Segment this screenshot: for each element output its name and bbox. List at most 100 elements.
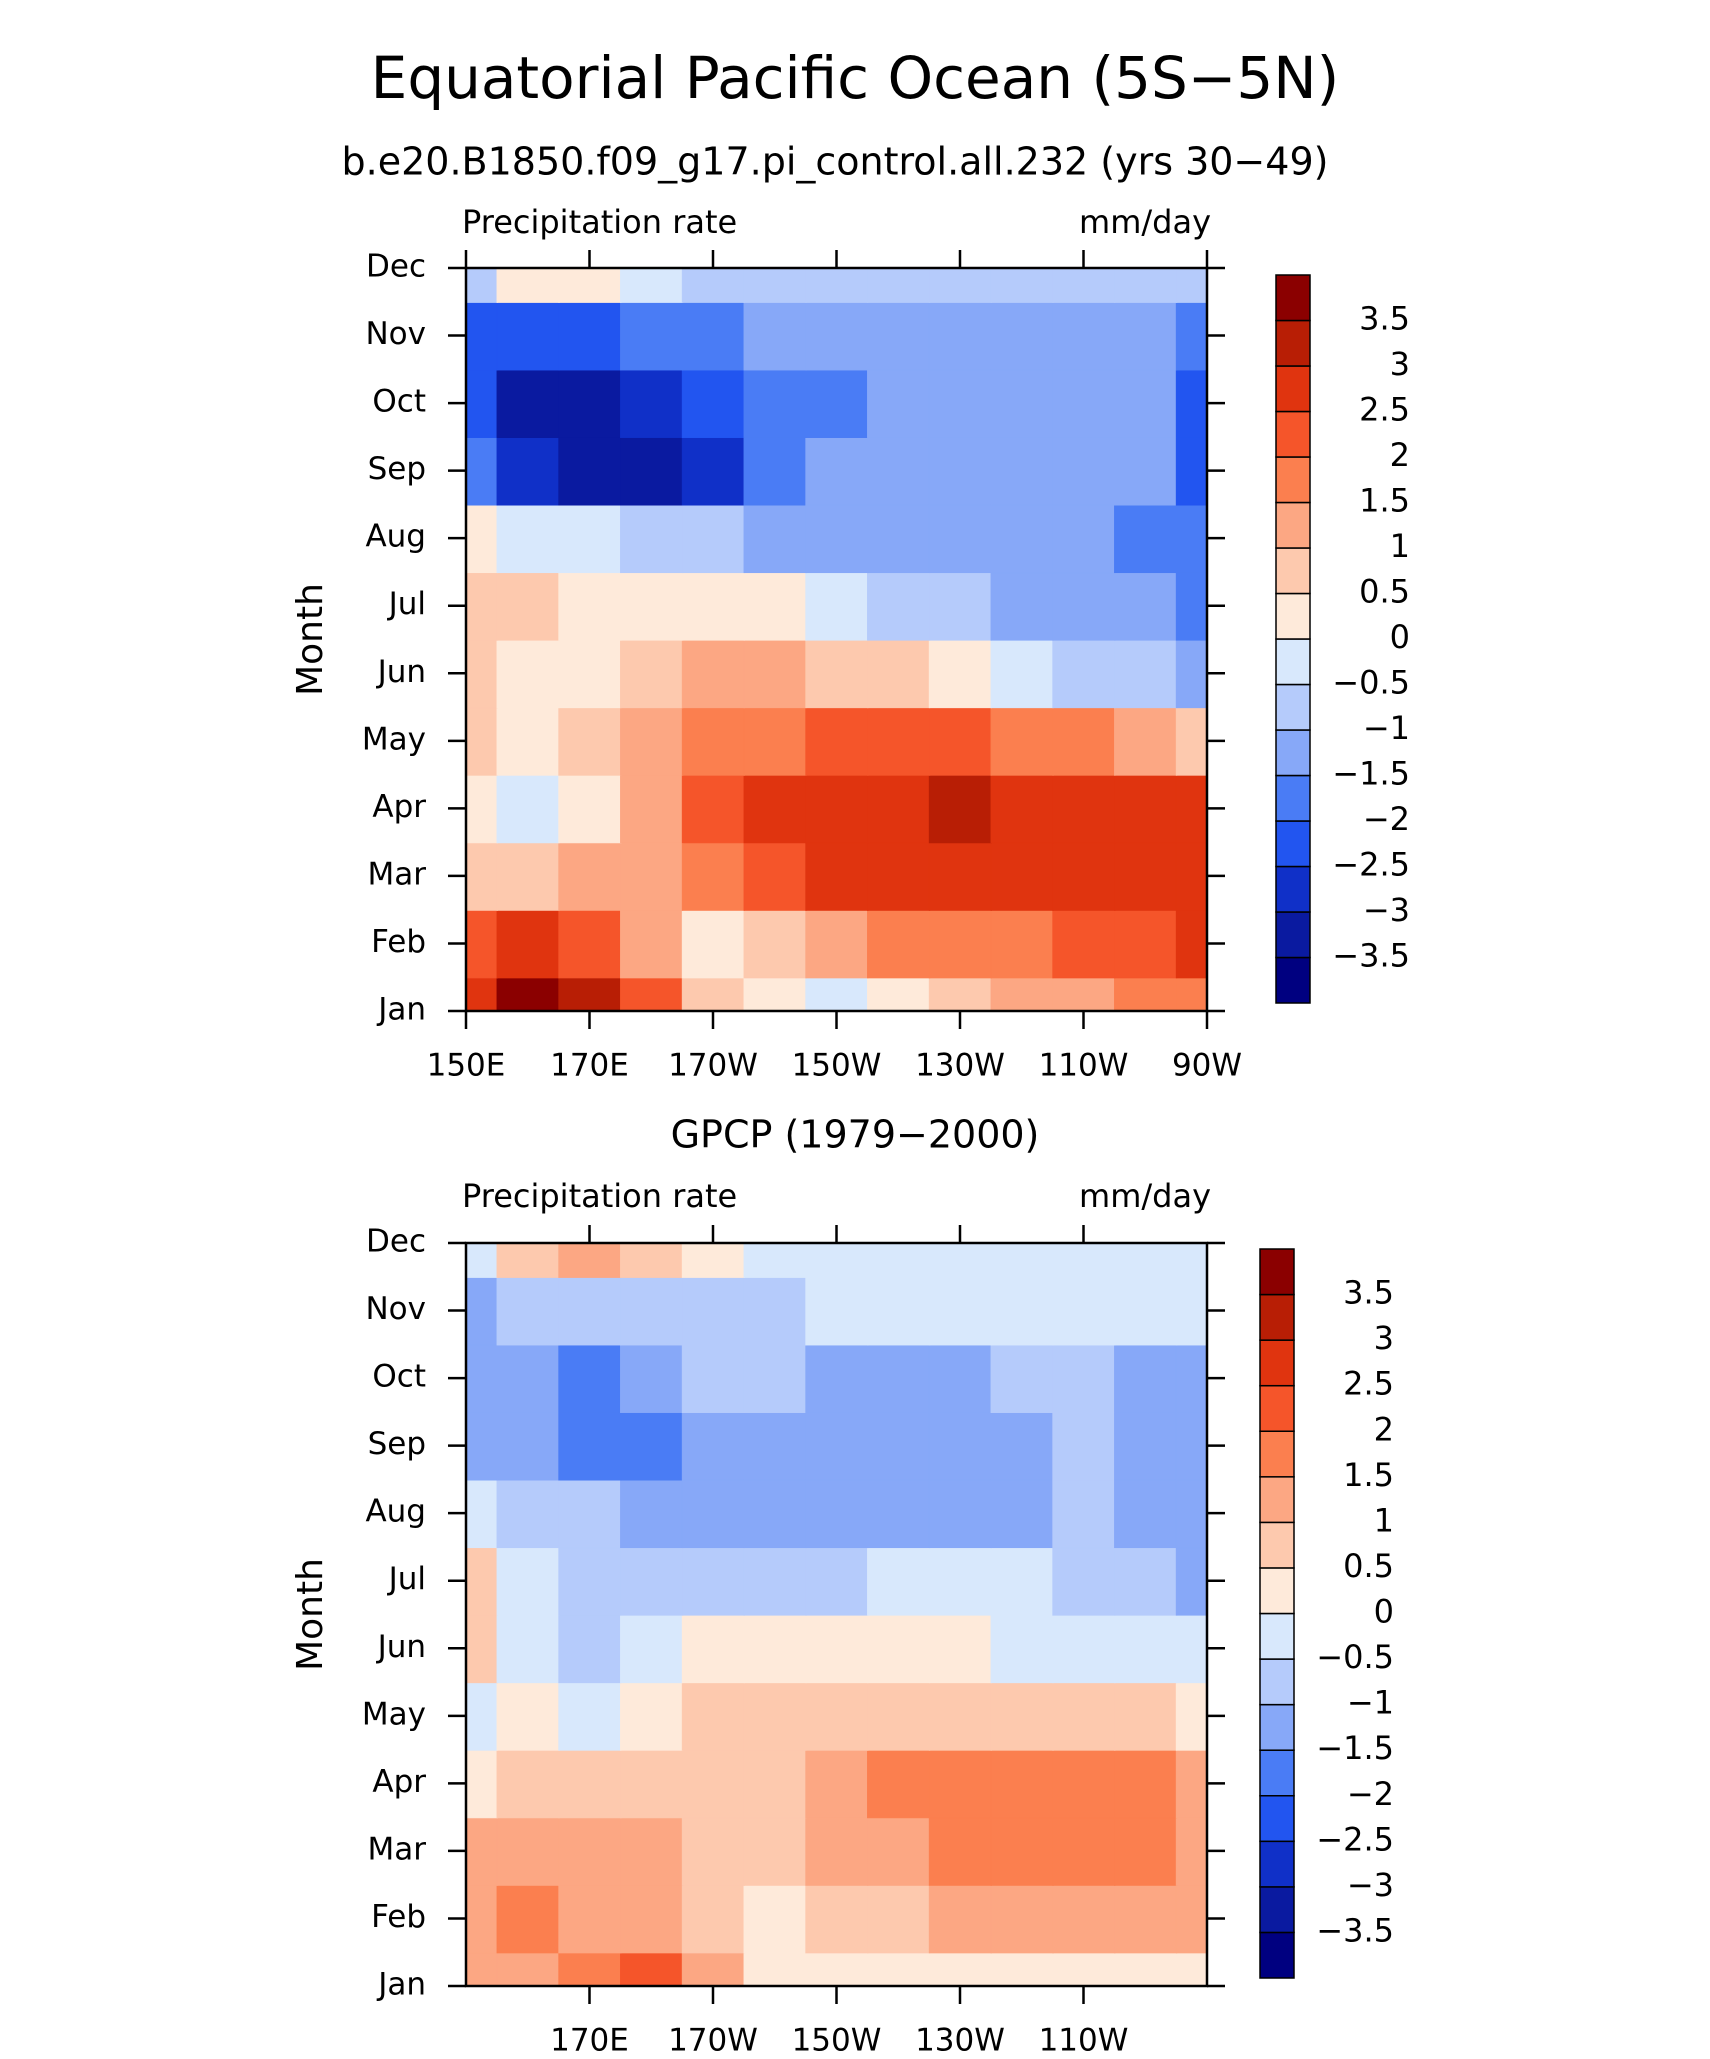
contour-cell — [1052, 1276, 1116, 1346]
contour-cell — [867, 1951, 931, 1986]
contour-cell — [1175, 706, 1207, 776]
colorbar-box — [1275, 820, 1311, 868]
colorbar-label: 2.5 — [1343, 1365, 1394, 1403]
contour-cell — [681, 436, 745, 506]
colorbar-label: 3 — [1390, 345, 1410, 383]
contour-cell — [990, 571, 1054, 641]
y-axis-title: Month — [290, 1558, 331, 1671]
colorbar-label: −1.5 — [1316, 1729, 1394, 1767]
contour-cell — [1052, 774, 1116, 844]
contour-cell — [1052, 1951, 1116, 1986]
contour-cell — [805, 1681, 869, 1751]
colorbar-box — [1275, 456, 1311, 504]
contour-cell — [496, 571, 560, 641]
contour-cell — [620, 1479, 684, 1549]
contour-cell — [620, 436, 684, 506]
x-tick-label: 170W — [668, 1048, 758, 1084]
colorbar-label: −2.5 — [1316, 1820, 1394, 1858]
colorbar-box — [1259, 1339, 1295, 1387]
contour-cell — [558, 268, 622, 303]
y-tick-label: Apr — [372, 1764, 426, 1800]
contour-cell — [620, 571, 684, 641]
contour-cell — [1052, 301, 1116, 371]
right-label: mm/day — [1079, 1177, 1211, 1215]
contour-cell — [620, 1276, 684, 1346]
contour-cell — [1052, 268, 1116, 303]
contour-cell — [496, 1749, 560, 1819]
contour-cell — [496, 1614, 560, 1684]
contour-cell — [990, 706, 1054, 776]
contour-cell — [805, 1884, 869, 1954]
colorbar-box — [1259, 1658, 1295, 1706]
contour-cell — [990, 1276, 1054, 1346]
contour-cell — [990, 1411, 1054, 1481]
colorbar-box — [1259, 1476, 1295, 1524]
contour-cell — [1114, 1884, 1178, 1954]
contour-cell — [496, 301, 560, 371]
colorbar-box — [1259, 1795, 1295, 1843]
contour-cell — [805, 841, 869, 911]
y-axis-title: Month — [290, 583, 331, 696]
contour-cell — [990, 268, 1054, 303]
contour-cell — [496, 1816, 560, 1886]
panel-title: GPCP (1979−2000) — [671, 1113, 1040, 1157]
contour-cell — [743, 436, 807, 506]
colorbar-box — [1275, 410, 1311, 458]
colorbar-label: −2 — [1347, 1775, 1394, 1813]
contour-cell — [620, 1614, 684, 1684]
contour-cell — [990, 1816, 1054, 1886]
contour-cell — [496, 1884, 560, 1954]
contour-cell — [681, 639, 745, 709]
field — [466, 268, 1207, 1011]
contour-cell — [805, 1614, 869, 1684]
contour-cell — [466, 1884, 498, 1954]
contour-cell — [928, 571, 992, 641]
x-tick-label: 150W — [792, 1048, 882, 1084]
contour-cell — [1114, 369, 1178, 438]
contour-cell — [867, 639, 931, 709]
contour-cell — [558, 1276, 622, 1346]
contour-cell — [1114, 1749, 1178, 1819]
contour-cell — [928, 301, 992, 371]
contour-cell — [620, 639, 684, 709]
y-tick-label: Sep — [368, 451, 426, 487]
contour-cell — [1114, 639, 1178, 709]
contour-cell — [496, 1344, 560, 1413]
colorbar-box — [1275, 683, 1311, 731]
contour-cell — [1052, 1816, 1116, 1886]
contour-cell — [1052, 436, 1116, 506]
contour-cell — [867, 1411, 931, 1481]
contour-cell — [681, 1243, 745, 1278]
contour-cell — [867, 301, 931, 371]
contour-cell — [990, 774, 1054, 844]
colorbar-box — [1259, 1612, 1295, 1660]
colorbar-box — [1275, 774, 1311, 822]
colorbar-label: −1.5 — [1332, 755, 1410, 793]
contour-cell — [466, 706, 498, 776]
contour-cell — [558, 1411, 622, 1481]
contour-cell — [743, 301, 807, 371]
chart-title: Equatorial Pacific Ocean (5S−5N) — [371, 44, 1340, 112]
colorbar-label: 1.5 — [1343, 1456, 1394, 1494]
colorbar-box — [1275, 865, 1311, 913]
y-tick-label: Feb — [371, 924, 426, 960]
chart-subtitle: b.e20.B1850.f09_g17.pi_control.all.232 (… — [342, 140, 1329, 184]
colorbar-box — [1275, 911, 1311, 959]
y-tick-label: Feb — [371, 1899, 426, 1935]
colorbar-label: 3 — [1374, 1319, 1394, 1357]
colorbar-label: −3.5 — [1316, 1911, 1394, 1949]
right-label: mm/day — [1079, 203, 1211, 241]
colorbar-box — [1259, 1567, 1295, 1615]
contour-cell — [1114, 1276, 1178, 1346]
contour-cell — [928, 268, 992, 303]
contour-cell — [681, 1681, 745, 1751]
contour-cell — [743, 639, 807, 709]
contour-cell — [558, 504, 622, 574]
contour-cell — [681, 841, 745, 911]
contour-cell — [1114, 909, 1178, 979]
contour-cell — [466, 436, 498, 506]
x-tick-label: 110W — [1039, 1048, 1129, 1084]
contour-cell — [466, 1344, 498, 1413]
contour-cell — [466, 1681, 498, 1751]
colorbar-label: −2 — [1363, 800, 1410, 838]
